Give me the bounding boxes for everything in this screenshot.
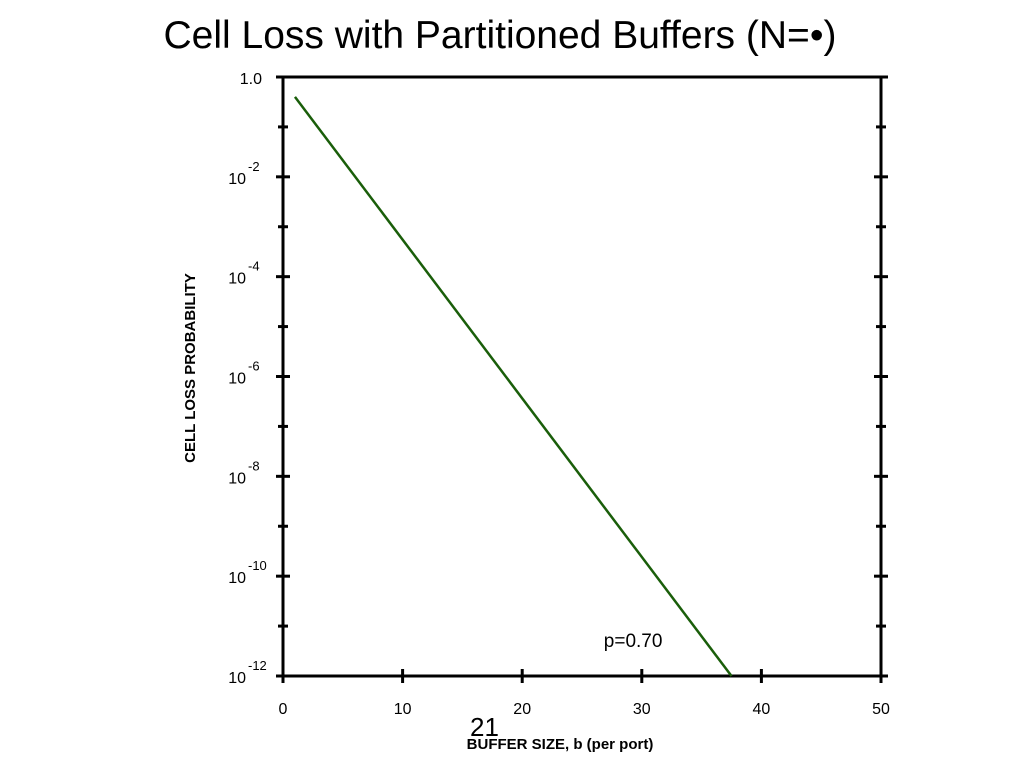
x-tick-label: 50 — [872, 701, 890, 718]
title-bullet-symbol: •) — [809, 14, 837, 57]
x-axis-ticks: 0 10 20 30 40 50 — [279, 669, 890, 718]
y-tick-label: 10 — [228, 570, 246, 587]
slide-title: Cell Loss with Partitioned Buffers (N=•) — [0, 14, 1000, 58]
slide-title-text: Cell Loss with Partitioned Buffers (N= — [163, 14, 810, 57]
y-tick-label: 10 — [228, 470, 246, 487]
y-tick-label: 10 — [228, 670, 246, 687]
y-tick-label: 1.0 — [240, 71, 262, 88]
series-annotation: p=0.70 — [604, 631, 663, 652]
y-tick-exponent: -8 — [248, 458, 260, 473]
y-tick-exponent: -12 — [248, 658, 267, 673]
y-tick-label: 10 — [228, 371, 246, 388]
series-group — [293, 96, 733, 677]
y-tick-exponent: -6 — [248, 359, 260, 374]
series-line — [293, 96, 733, 677]
y-tick-label: 10 — [228, 271, 246, 288]
y-tick-exponent: -2 — [248, 159, 260, 174]
x-tick-label: 40 — [753, 701, 771, 718]
x-tick-label: 20 — [513, 701, 531, 718]
page-number: 21 — [470, 712, 499, 742]
y-tick-exponent: -4 — [248, 259, 260, 274]
annotations-group: p=0.70 — [604, 631, 663, 652]
x-axis-label: BUFFER SIZE, b (per port) — [467, 736, 654, 753]
x-tick-label: 0 — [279, 701, 288, 718]
x-tick-label: 30 — [633, 701, 651, 718]
plot-frame — [281, 75, 883, 678]
y-axis-label: CELL LOSS PROBABILITY — [182, 273, 199, 463]
plot-border — [281, 75, 883, 678]
y-tick-exponent: -10 — [248, 558, 267, 573]
x-tick-label: 10 — [394, 701, 412, 718]
y-tick-label: 10 — [228, 171, 246, 188]
